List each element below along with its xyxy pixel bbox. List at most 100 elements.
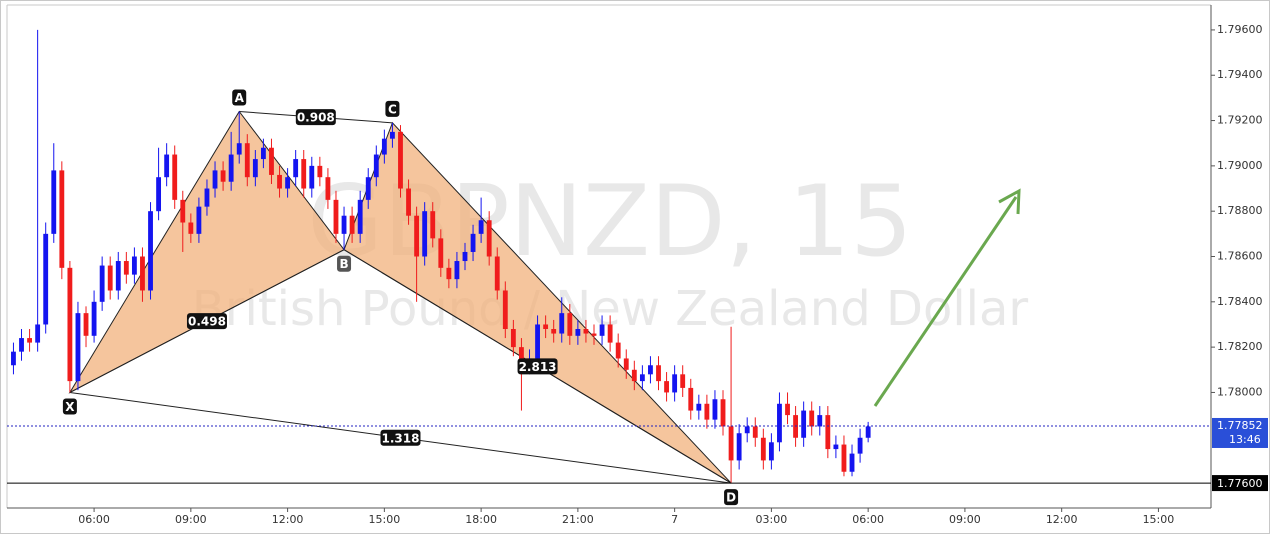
candle-body bbox=[212, 170, 218, 189]
candle-body bbox=[357, 199, 363, 234]
point-label: B bbox=[339, 257, 348, 271]
candle-body bbox=[99, 265, 105, 302]
ratio-label: 1.318 bbox=[382, 431, 420, 445]
y-tick-label: 1.78600 bbox=[1217, 250, 1263, 263]
candle-body bbox=[599, 324, 605, 336]
candle-body bbox=[123, 261, 129, 275]
x-tick-label: 21:00 bbox=[562, 513, 594, 526]
candle-body bbox=[615, 342, 621, 359]
candle-body bbox=[269, 147, 274, 175]
y-tick-label: 1.78200 bbox=[1217, 340, 1263, 353]
candle-body bbox=[752, 426, 758, 438]
candle-body bbox=[333, 199, 339, 234]
candle-body bbox=[502, 290, 508, 330]
candle-body bbox=[260, 147, 266, 160]
candle-body bbox=[639, 374, 645, 382]
last-price-box bbox=[1212, 417, 1268, 448]
candle-body bbox=[454, 261, 460, 280]
candle-body bbox=[341, 215, 347, 234]
candle-body bbox=[446, 267, 452, 280]
candle-body bbox=[559, 313, 565, 334]
ratio-box bbox=[517, 358, 558, 375]
candle-body bbox=[567, 313, 573, 336]
y-tick-label: 1.78400 bbox=[1217, 295, 1263, 308]
candle-body bbox=[285, 177, 291, 189]
candle-body bbox=[148, 211, 153, 291]
ratio-label: 2.813 bbox=[519, 360, 557, 374]
candle-body bbox=[704, 403, 710, 420]
candle-body bbox=[438, 238, 444, 268]
last-price-label: 1.77852 bbox=[1217, 419, 1263, 432]
candle-body bbox=[188, 222, 194, 234]
candle-body bbox=[156, 177, 162, 212]
candle-body bbox=[11, 351, 16, 366]
candle-body bbox=[543, 324, 549, 330]
candle-body bbox=[857, 437, 863, 454]
candle-body bbox=[309, 165, 315, 189]
candle-body bbox=[817, 415, 823, 427]
x-tick-label: 09:00 bbox=[175, 513, 207, 526]
candle-body bbox=[27, 338, 32, 343]
point-label: C bbox=[388, 102, 397, 116]
candle-body bbox=[519, 347, 524, 366]
candle-body bbox=[414, 215, 420, 257]
candle-body bbox=[75, 313, 81, 382]
candle-body bbox=[373, 154, 379, 178]
candle-body bbox=[115, 261, 121, 291]
ratio-box bbox=[186, 313, 227, 330]
candle-body bbox=[656, 365, 661, 382]
candle-body bbox=[575, 329, 581, 336]
last-time-label: 13:46 bbox=[1229, 433, 1261, 446]
candle-body bbox=[736, 433, 742, 461]
point-box bbox=[724, 489, 739, 506]
candle-body bbox=[301, 159, 307, 189]
candle-body bbox=[535, 324, 540, 359]
candle-body bbox=[220, 170, 226, 182]
ratio-box bbox=[380, 429, 421, 446]
candle-body bbox=[91, 301, 97, 336]
x-tick-label: 06:00 bbox=[78, 513, 110, 526]
candle-body bbox=[51, 170, 57, 234]
candle-body bbox=[785, 403, 790, 416]
candle-body bbox=[325, 177, 331, 200]
candle-body bbox=[430, 211, 436, 239]
candle-body bbox=[462, 251, 468, 262]
candle-body bbox=[760, 437, 766, 461]
y-tick-label: 1.79000 bbox=[1217, 159, 1263, 172]
candle-body bbox=[365, 177, 371, 200]
candle-body bbox=[19, 338, 24, 352]
candle-body bbox=[696, 403, 702, 411]
candle-body bbox=[865, 426, 871, 438]
trend-arrow bbox=[873, 196, 1018, 407]
point-label: X bbox=[65, 400, 75, 414]
candle-body bbox=[768, 442, 774, 461]
point-box bbox=[232, 89, 247, 106]
candle-body bbox=[583, 329, 589, 334]
candle-body bbox=[59, 170, 65, 268]
candle-body bbox=[349, 215, 355, 234]
candle-body bbox=[180, 199, 186, 223]
candle-body bbox=[664, 381, 669, 393]
trend-arrow-head bbox=[998, 188, 1021, 215]
plot-layer: 1.79600 1.79400 1.79200 1.79000 1.78800 1.786… bbox=[7, 23, 1268, 526]
candle-body bbox=[67, 267, 73, 382]
candle-body bbox=[849, 453, 855, 472]
candle-body bbox=[43, 233, 49, 325]
point-label: A bbox=[235, 91, 245, 105]
candle-body bbox=[164, 154, 170, 178]
candle-body bbox=[591, 333, 597, 336]
ratio-box bbox=[295, 109, 336, 126]
y-tick-label: 1.79400 bbox=[1217, 68, 1263, 81]
candle-body bbox=[277, 174, 282, 189]
x-tick-label: 09:00 bbox=[949, 513, 981, 526]
x-tick-label: 7 bbox=[671, 513, 678, 526]
candle-body bbox=[478, 220, 484, 234]
candle-body bbox=[252, 159, 258, 178]
candle-body bbox=[688, 387, 694, 411]
y-tick-label: 1.78000 bbox=[1217, 385, 1263, 398]
point-label: D bbox=[726, 491, 736, 505]
candle-body bbox=[720, 399, 726, 427]
candle-body bbox=[470, 233, 476, 252]
ratio-label: 0.908 bbox=[297, 111, 335, 125]
